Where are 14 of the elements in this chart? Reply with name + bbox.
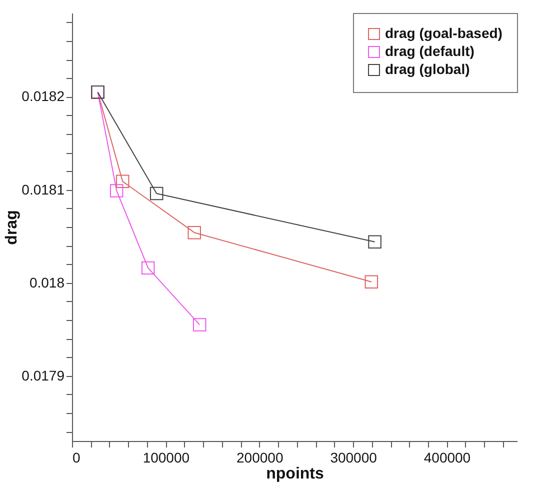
x-tick-label: 300000 xyxy=(330,450,378,466)
y-tick-label: 0.0181 xyxy=(22,181,65,198)
x-tick-label: 400000 xyxy=(424,450,471,466)
y-axis-title: drag xyxy=(4,210,21,245)
x-tick-label: 100000 xyxy=(142,450,190,466)
x-tick-label: 200000 xyxy=(236,450,284,466)
x-axis-title: npoints xyxy=(266,466,324,482)
legend-label: drag (goal-based) xyxy=(385,25,502,41)
legend-label: drag (global) xyxy=(385,61,470,77)
y-tick-label: 0.0182 xyxy=(22,88,65,104)
y-tick-label: 0.018 xyxy=(29,274,65,290)
y-tick-label: 0.0179 xyxy=(22,367,65,384)
x-tick-label: 0 xyxy=(72,450,80,466)
legend-label: drag (default) xyxy=(385,43,474,59)
